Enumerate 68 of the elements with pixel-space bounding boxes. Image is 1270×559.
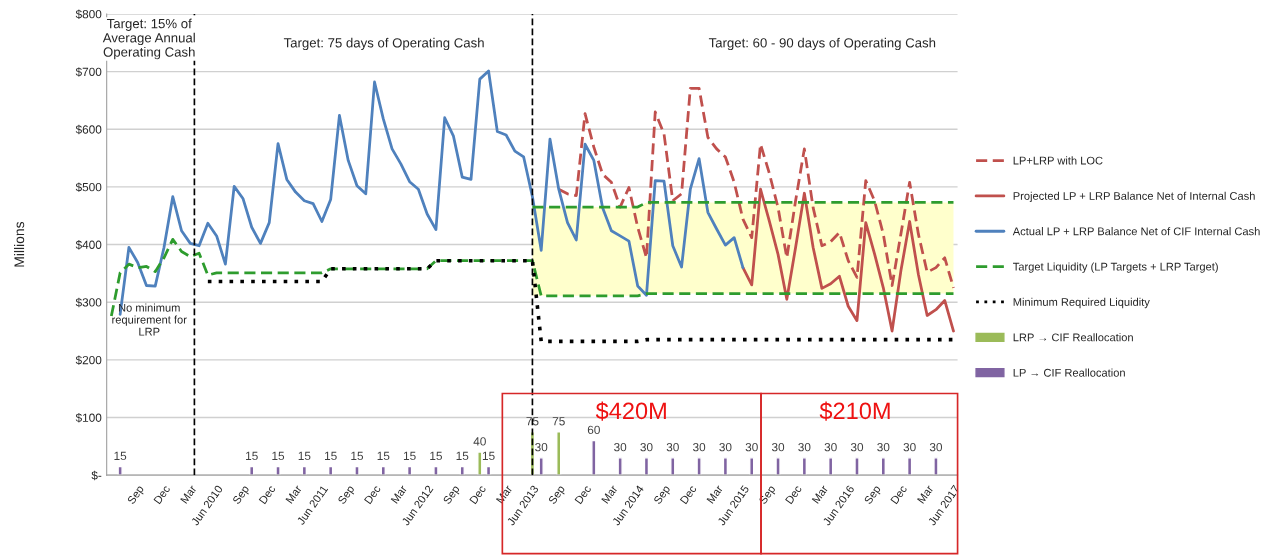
data-label: 30 xyxy=(640,443,653,452)
data-label: 30 xyxy=(798,443,811,452)
data-label: 15 xyxy=(403,451,416,460)
data-label: 40 xyxy=(473,437,486,446)
data-label: 30 xyxy=(929,443,943,452)
y-tick-label: $800 xyxy=(75,9,102,20)
x-tick-label: Dec xyxy=(364,484,382,505)
annotation: $210M xyxy=(819,401,890,421)
y-tick-label: $200 xyxy=(75,355,102,365)
legend-label: Minimum Required Liquidity xyxy=(1013,297,1150,309)
annotation: Target: 15% of Average Annual Operating Cash xyxy=(102,18,195,60)
y-tick-label: $700 xyxy=(75,67,102,77)
x-tick-label: Dec xyxy=(785,484,803,505)
data-label: 30 xyxy=(903,443,916,452)
x-tick-label: Sep xyxy=(126,484,146,506)
line-series xyxy=(118,69,745,316)
data-label: 30 xyxy=(692,443,706,452)
data-label: 30 xyxy=(666,443,679,452)
x-tick-label: Dec xyxy=(258,484,276,505)
data-label: 30 xyxy=(850,443,864,452)
y-tick-label: $100 xyxy=(75,413,102,423)
data-label: 15 xyxy=(325,451,337,460)
data-label: 15 xyxy=(482,451,495,460)
y-axis-title: Millions xyxy=(14,221,25,267)
annotation: Target: 75 days of Operating Cash xyxy=(283,37,484,51)
x-tick-label: Sep xyxy=(232,484,252,506)
legend-label: LP → CIF Reallocation xyxy=(1013,368,1125,377)
y-tick-label: $300 xyxy=(75,297,102,308)
annotation: $420M xyxy=(595,401,666,421)
data-label: 60 xyxy=(587,425,600,435)
data-label: 30 xyxy=(614,443,627,452)
x-tick-label: Sep xyxy=(442,484,462,506)
x-tick-label: Sep xyxy=(863,484,883,506)
data-label: 30 xyxy=(719,443,732,452)
data-label: 30 xyxy=(824,443,837,452)
x-tick-label: Dec xyxy=(890,484,908,505)
x-tick-label: Dec xyxy=(679,484,697,505)
data-label: 15 xyxy=(272,451,285,460)
x-tick-label: Mar xyxy=(180,484,197,504)
data-label: 30 xyxy=(877,443,890,452)
x-tick-label: Sep xyxy=(653,484,673,506)
y-tick-label: $600 xyxy=(75,124,102,135)
y-tick-label: $- xyxy=(91,470,102,481)
x-tick-label: Sep xyxy=(547,484,567,506)
x-tick-label: Dec xyxy=(153,484,171,505)
legend-label: Projected LP + LRP Balance Net of Internal Cash xyxy=(1013,191,1255,203)
data-label: 15 xyxy=(351,451,364,460)
data-label: 15 xyxy=(114,451,127,460)
data-label: 15 xyxy=(246,451,258,460)
legend-label: Target Liquidity (LP Targets + LRP Target) xyxy=(1013,262,1218,273)
y-tick-label: $400 xyxy=(75,240,102,250)
legend-label: LP+LRP with LOC xyxy=(1013,156,1103,165)
data-label: 15 xyxy=(298,451,311,460)
x-tick-label: Sep xyxy=(758,484,778,506)
data-label: 30 xyxy=(535,443,548,452)
annotation: Target: 60 - 90 days of Operating Cash xyxy=(708,37,936,51)
x-tick-label: Sep xyxy=(337,484,357,506)
data-label: 75 xyxy=(552,417,565,426)
data-label: 15 xyxy=(456,451,469,460)
data-label: 30 xyxy=(771,443,785,452)
data-label: 30 xyxy=(745,443,758,452)
y-tick-label: $500 xyxy=(75,182,102,193)
legend-label: Actual LP + LRP Balance Net of CIF Internal Cash xyxy=(1012,227,1260,236)
x-tick-label: Dec xyxy=(574,484,592,505)
data-label: 15 xyxy=(377,451,390,460)
legend-label: LRP → CIF Reallocation xyxy=(1013,333,1133,342)
x-tick-label: Dec xyxy=(469,484,487,505)
data-label: 15 xyxy=(430,451,442,460)
